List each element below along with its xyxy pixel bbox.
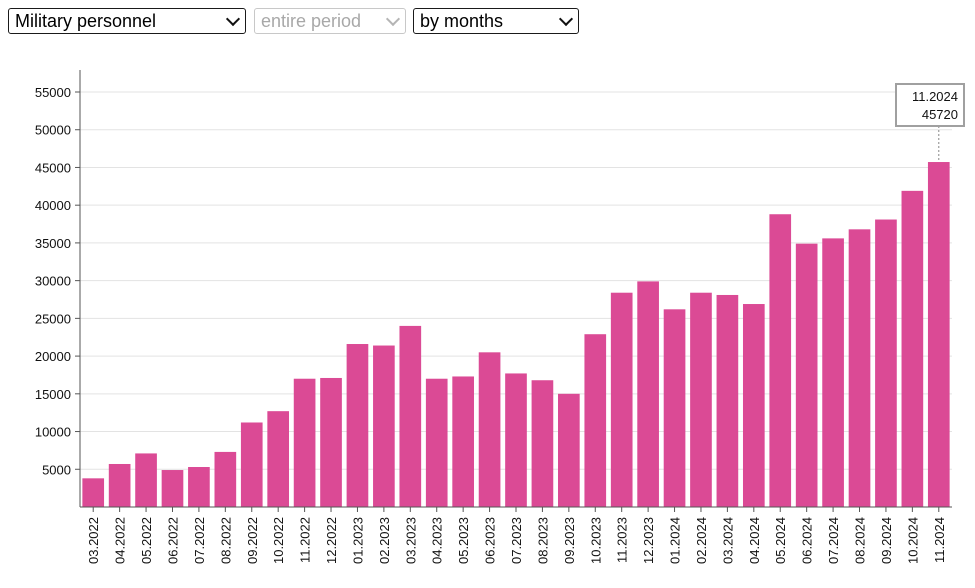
y-tick-label: 15000 bbox=[35, 387, 71, 402]
x-tick-label: 03.2022 bbox=[86, 517, 101, 564]
x-tick-label: 08.2022 bbox=[218, 517, 233, 564]
x-tick-label: 05.2023 bbox=[456, 517, 471, 564]
x-tick-label: 01.2023 bbox=[350, 517, 365, 564]
bar[interactable] bbox=[637, 281, 659, 507]
bar[interactable] bbox=[425, 378, 448, 507]
x-tick-label: 05.2024 bbox=[773, 517, 788, 564]
x-tick-label: 01.2024 bbox=[668, 517, 683, 564]
x-tick-label: 12.2023 bbox=[641, 517, 656, 564]
y-tick-label: 30000 bbox=[35, 274, 71, 289]
category-select-value: Military personnel bbox=[15, 11, 157, 31]
bar[interactable] bbox=[875, 219, 897, 507]
y-tick-label: 45000 bbox=[35, 160, 71, 175]
x-tick-label: 02.2023 bbox=[377, 517, 392, 564]
bar[interactable] bbox=[927, 162, 950, 507]
x-tick-label: 11.2022 bbox=[298, 517, 313, 563]
bar[interactable] bbox=[240, 422, 263, 507]
x-tick-label: 04.2022 bbox=[113, 517, 128, 564]
bars bbox=[82, 162, 950, 507]
bar[interactable] bbox=[452, 376, 474, 507]
category-select[interactable]: Military personnel bbox=[8, 8, 246, 34]
y-axis-ticks: 5000 10000 15000 20000 25000 30000 35000 40000 4… bbox=[35, 85, 80, 477]
x-tick-label: 11.2024 bbox=[932, 517, 947, 563]
x-tick-label: 10.2023 bbox=[588, 517, 603, 564]
x-axis-ticks: 03.2022 04.2022 05.2022 06.2022 07.2022 08.20… bbox=[86, 507, 947, 564]
tooltip-label: 11.2024 bbox=[912, 89, 958, 104]
grouping-select[interactable]: by months bbox=[413, 8, 579, 34]
x-tick-label: 06.2023 bbox=[483, 517, 498, 564]
bar[interactable] bbox=[531, 380, 554, 507]
bar[interactable] bbox=[795, 243, 818, 507]
tooltip-value: 45720 bbox=[922, 107, 958, 122]
x-tick-label: 07.2024 bbox=[826, 517, 841, 564]
bar[interactable] bbox=[663, 309, 686, 507]
y-tick-label: 40000 bbox=[35, 198, 71, 213]
y-tick-label: 50000 bbox=[35, 123, 71, 138]
x-tick-label: 03.2024 bbox=[720, 517, 735, 564]
bar[interactable] bbox=[320, 377, 342, 507]
bar[interactable] bbox=[901, 190, 924, 507]
x-tick-label: 08.2023 bbox=[535, 517, 550, 564]
bar[interactable] bbox=[478, 352, 501, 507]
y-tick-label: 10000 bbox=[35, 425, 71, 440]
x-tick-label: 05.2022 bbox=[139, 517, 154, 564]
tooltip: 11.2024 45720 bbox=[895, 83, 965, 163]
x-tick-label: 03.2023 bbox=[403, 517, 418, 564]
y-tick-label: 55000 bbox=[35, 85, 71, 100]
bar[interactable] bbox=[690, 292, 712, 507]
bar[interactable] bbox=[848, 229, 871, 507]
bar[interactable] bbox=[742, 304, 765, 507]
bar[interactable] bbox=[558, 393, 580, 507]
bar[interactable] bbox=[610, 292, 633, 507]
x-tick-label: 02.2024 bbox=[694, 517, 709, 564]
bar[interactable] bbox=[399, 325, 422, 507]
tooltip-box bbox=[895, 83, 965, 127]
y-tick-label: 25000 bbox=[35, 311, 71, 326]
bar[interactable] bbox=[373, 345, 395, 507]
y-tick-label: 5000 bbox=[42, 462, 71, 477]
x-tick-label: 10.2022 bbox=[271, 517, 286, 564]
bar[interactable] bbox=[135, 453, 157, 507]
x-tick-label: 10.2024 bbox=[905, 517, 920, 564]
period-select: entire period bbox=[254, 8, 406, 34]
x-tick-label: 09.2022 bbox=[245, 517, 260, 564]
x-tick-label: 08.2024 bbox=[853, 517, 868, 564]
y-tick-label: 20000 bbox=[35, 349, 71, 364]
bar[interactable] bbox=[346, 344, 369, 507]
bar[interactable] bbox=[108, 463, 131, 507]
x-tick-label: 06.2022 bbox=[165, 517, 180, 564]
x-tick-label: 06.2024 bbox=[800, 517, 815, 564]
x-tick-label: 11.2023 bbox=[615, 517, 630, 563]
bar[interactable] bbox=[267, 411, 290, 507]
x-tick-label: 09.2023 bbox=[562, 517, 577, 564]
x-tick-label: 04.2024 bbox=[747, 517, 762, 564]
bar[interactable] bbox=[293, 378, 316, 507]
grouping-select-value: by months bbox=[420, 11, 504, 31]
x-tick-label: 12.2022 bbox=[324, 517, 339, 564]
bar[interactable] bbox=[188, 467, 210, 507]
bar[interactable] bbox=[584, 334, 607, 507]
x-tick-label: 04.2023 bbox=[430, 517, 445, 564]
bar[interactable] bbox=[505, 373, 527, 507]
x-tick-label: 09.2024 bbox=[879, 517, 894, 564]
bar[interactable] bbox=[82, 478, 105, 507]
y-tick-label: 35000 bbox=[35, 236, 71, 251]
bar[interactable] bbox=[161, 470, 184, 507]
bar[interactable] bbox=[716, 294, 739, 507]
x-tick-label: 07.2022 bbox=[192, 517, 207, 564]
bar[interactable] bbox=[769, 214, 792, 507]
period-select-value: entire period bbox=[261, 11, 362, 31]
bar[interactable] bbox=[214, 451, 237, 507]
bar[interactable] bbox=[822, 238, 844, 507]
x-tick-label: 07.2023 bbox=[509, 517, 524, 564]
